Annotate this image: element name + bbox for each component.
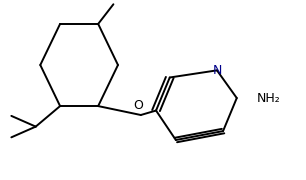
Text: O: O (133, 99, 143, 112)
Text: N: N (212, 64, 222, 77)
Text: NH₂: NH₂ (256, 92, 280, 105)
